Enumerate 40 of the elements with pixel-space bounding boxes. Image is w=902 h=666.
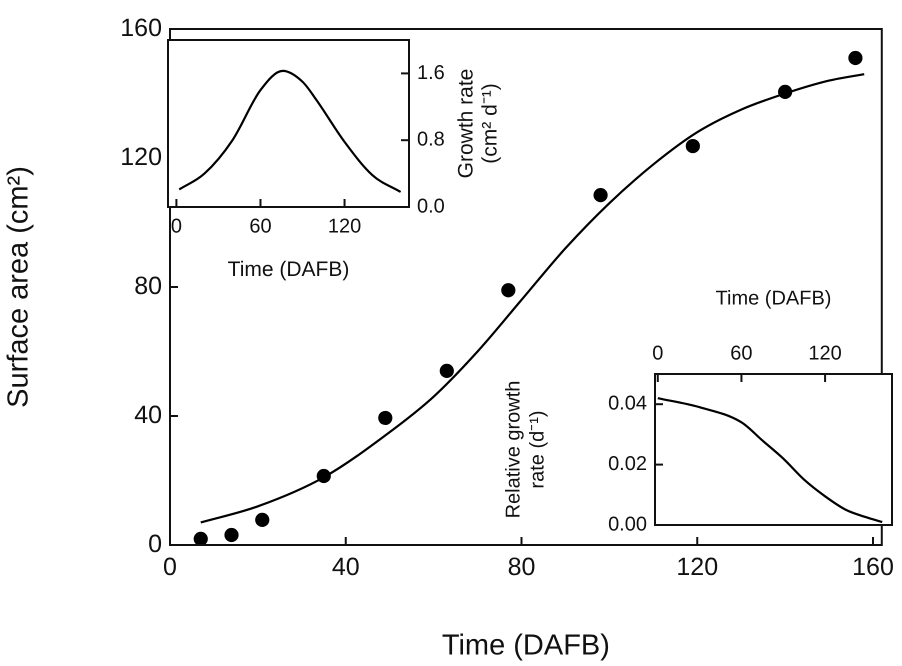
x-tick-label: 60 [249,216,272,238]
x-tick-label: 0 [652,342,664,365]
point [501,283,516,298]
point [224,528,239,542]
y-tick-label: 160 [120,14,162,42]
x-tick-label: 60 [730,342,753,365]
point [316,468,331,484]
point [593,188,608,202]
y2-axis-title: Growth rate (cm² d⁻¹) [454,68,502,178]
point [194,532,208,545]
point [378,410,392,426]
x-tick-label: 40 [332,552,360,581]
x-tick-label: 120 [328,216,362,238]
y2-tick-label: 0.0 [417,196,445,218]
line-series [178,70,402,194]
y2-tick-label: 1.6 [417,62,445,84]
x-tick-label: 120 [808,342,842,365]
y-tick-label: 120 [120,142,162,171]
point [848,50,863,66]
point [778,84,792,99]
x-tick-label: 160 [852,552,894,581]
x-tick-label: 120 [676,552,718,581]
y-tick-label: 0 [148,530,162,558]
y-axis-title: Relative growth rate (d⁻¹) [502,380,549,518]
point [686,138,700,154]
y-tick-label: 0.04 [608,392,647,415]
point [255,512,270,527]
point [440,364,454,378]
line-series [656,397,884,524]
x-tick-label: 80 [508,552,536,581]
y2-tick-label: 0.8 [417,128,445,151]
y-axis-title: Surface area (cm²) [2,166,34,408]
y-tick-label: 0.02 [608,453,647,476]
x-axis-title: Time (DAFB) [228,258,350,282]
x-axis-title: Time (DAFB) [716,288,832,310]
y-tick-label: 80 [134,272,162,300]
x-axis-title: Time (DAFB) [442,630,610,662]
x-tick-label: 0 [170,216,182,238]
y-tick-label: 0.00 [608,514,647,536]
y-tick-label: 40 [134,400,162,429]
